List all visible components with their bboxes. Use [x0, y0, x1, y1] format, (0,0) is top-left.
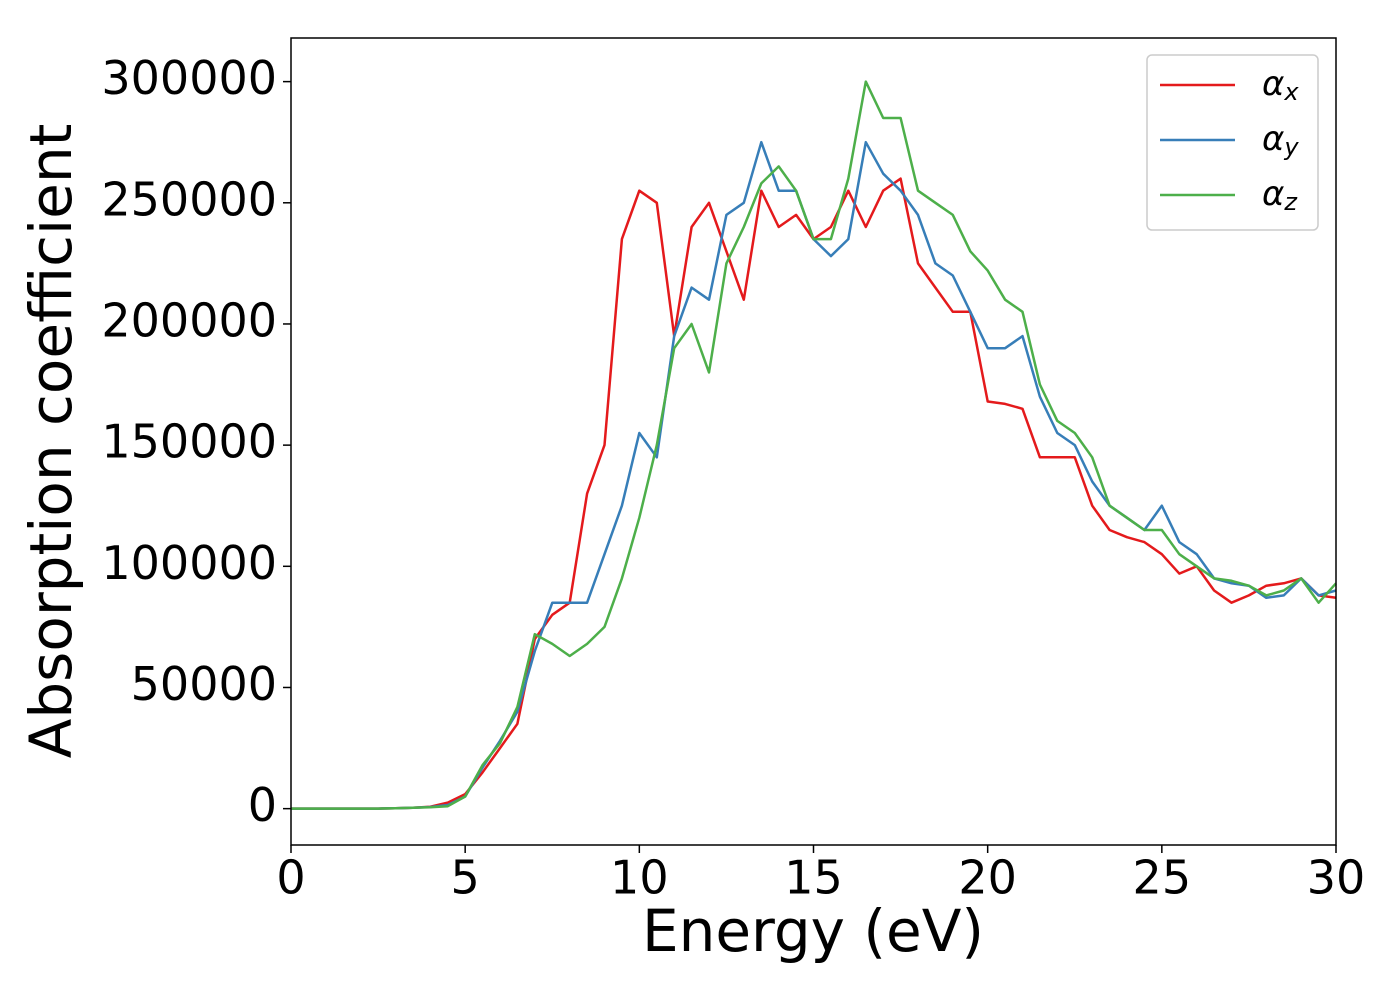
y-tick-label: 300000 — [101, 51, 277, 105]
y-tick-label: 50000 — [131, 657, 277, 711]
x-tick-label: 25 — [1133, 851, 1192, 905]
legend-label: αx — [1262, 64, 1299, 107]
data-line — [291, 140, 1337, 810]
x-tick-label: 0 — [276, 851, 305, 905]
y-axis-label: Absorption coefficient — [17, 124, 85, 759]
y-tick-label: 0 — [248, 778, 277, 832]
x-axis-label: Energy (eV) — [642, 897, 984, 965]
y-tick-label: 100000 — [101, 536, 277, 590]
data-line — [291, 177, 1337, 810]
x-tick-label: 10 — [610, 851, 669, 905]
x-tick-label: 15 — [784, 851, 843, 905]
plot-frame — [290, 37, 1337, 846]
x-tick-label: 5 — [451, 851, 480, 905]
legend-box — [1146, 54, 1319, 231]
x-tick-label: 30 — [1307, 851, 1366, 905]
y-tick-label: 200000 — [101, 293, 277, 347]
data-line — [291, 80, 1337, 810]
legend-label: αz — [1262, 174, 1298, 217]
legend-label: αy — [1262, 119, 1299, 162]
y-tick-label: 250000 — [101, 172, 277, 226]
x-tick-label: 20 — [958, 851, 1017, 905]
y-tick-label: 150000 — [101, 415, 277, 469]
